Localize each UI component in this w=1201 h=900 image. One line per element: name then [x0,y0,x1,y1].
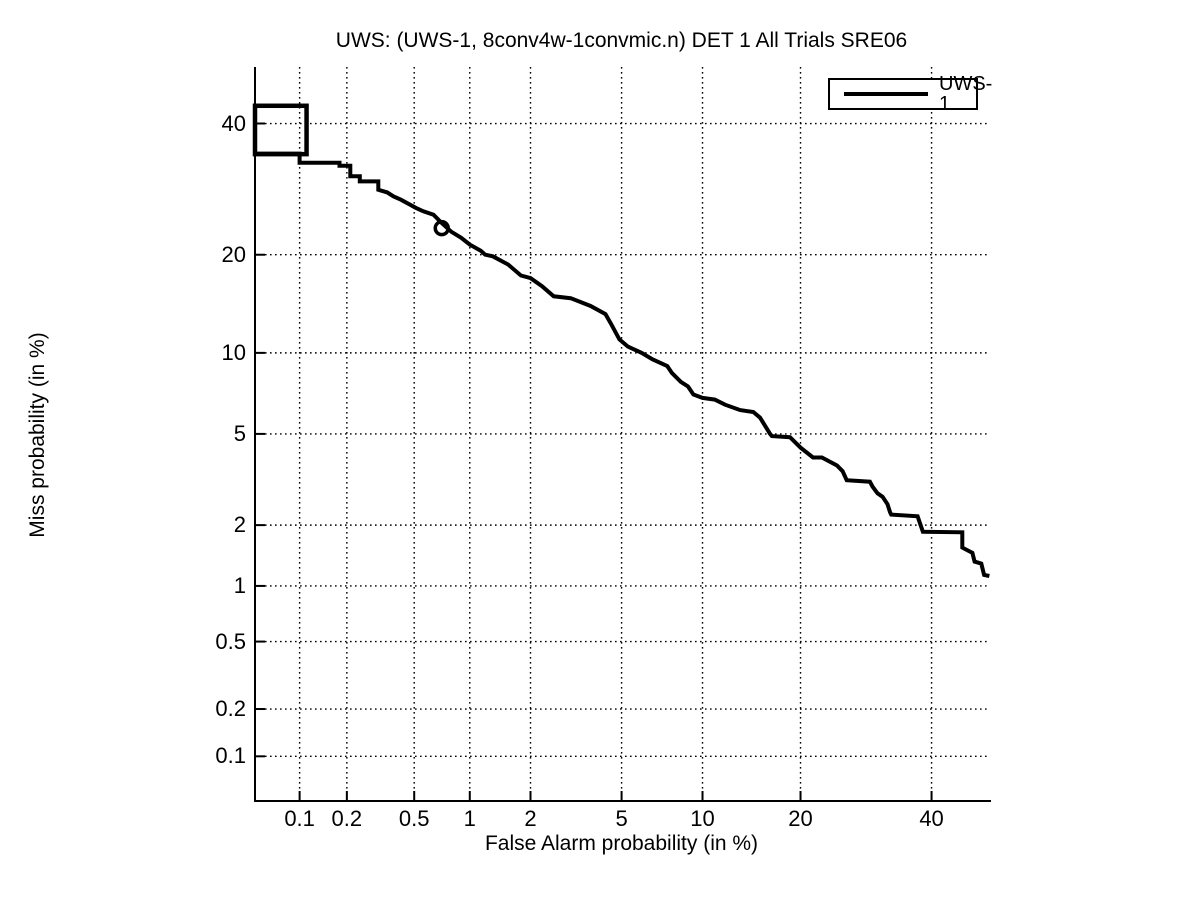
y-tick-label: 0.5 [215,628,246,654]
x-tick-label: 40 [919,806,944,831]
legend-entry-label: UWS-1 [939,73,993,115]
legend-line-sample [844,92,928,96]
x-tick-label: 20 [788,806,813,831]
legend: UWS-1 [828,74,992,114]
x-tick-label: 0.2 [331,806,363,831]
x-tick-label: 5 [615,806,628,831]
axes [254,67,991,802]
y-tick-label: 0.1 [215,743,246,769]
x-tick-label: 2 [524,806,537,831]
y-tick-label: 2 [233,512,246,538]
x-tick-label: 1 [463,806,476,831]
grid [255,67,988,801]
y-tick-label: 10 [221,339,246,365]
x-axis-label: False Alarm probability (in %) [484,832,759,855]
y-tick-label: 20 [221,241,246,267]
y-tick-label: 40 [221,110,246,136]
y-axis-label: Miss probability (in %) [26,332,49,538]
chart-title: UWS: (UWS-1, 8conv4w-1convmic.n) DET 1 A… [335,29,908,52]
operating-point-marker [433,219,451,237]
y-tick-label: 0.2 [215,696,246,722]
x-tick-label: 0.1 [284,806,315,831]
x-tick-label: 10 [690,806,715,831]
x-tick-label: 0.5 [398,806,430,831]
y-tick-label: 5 [233,420,246,446]
det-curve-uws-1 [253,151,990,578]
y-tick-label: 1 [233,572,246,598]
box-region-marker [252,103,309,157]
